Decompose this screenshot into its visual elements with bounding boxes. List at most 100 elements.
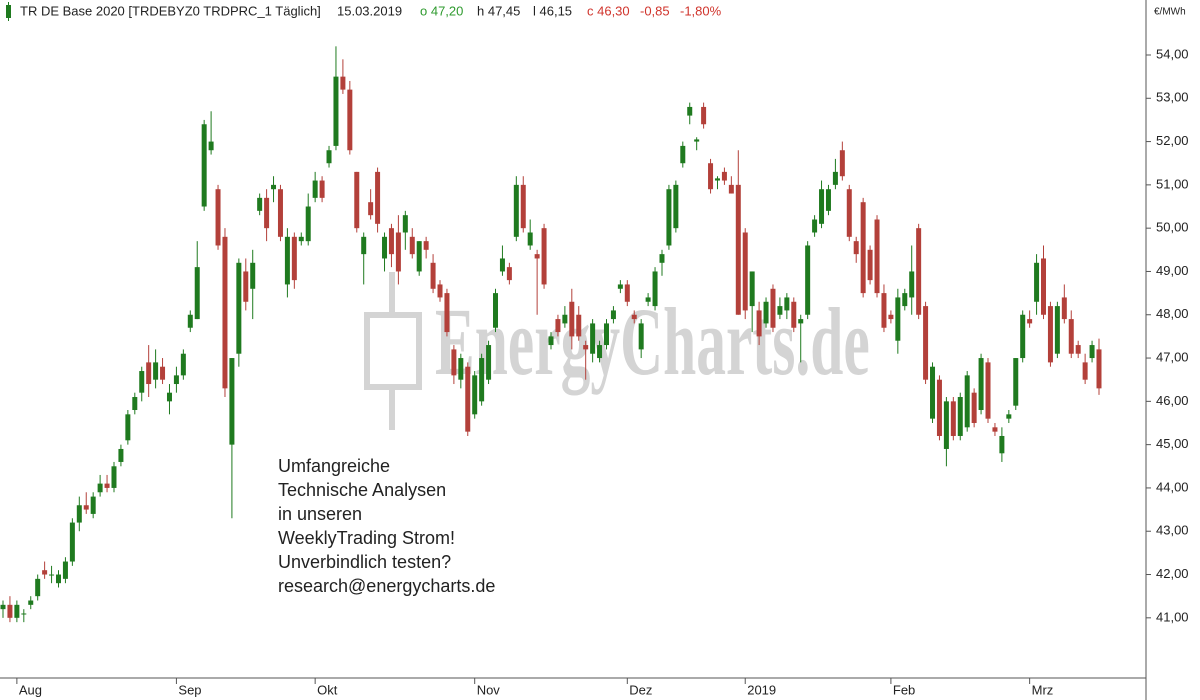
candle-body: [486, 345, 492, 380]
candle-body: [499, 258, 505, 272]
candle-body: [506, 267, 512, 281]
y-tick-label: 50,00: [1156, 220, 1189, 235]
candle-body: [160, 366, 166, 380]
y-tick-label: 49,00: [1156, 263, 1189, 278]
candle-body: [1020, 314, 1026, 359]
candle-body: [35, 578, 41, 597]
candle-body: [888, 314, 894, 320]
candle-body: [215, 189, 221, 246]
y-tick-label: 41,00: [1156, 609, 1189, 624]
candle-body: [541, 228, 547, 285]
candle-body: [166, 392, 172, 402]
candle-body: [97, 483, 103, 493]
candle-body: [49, 574, 55, 576]
candle-body: [652, 271, 658, 307]
candle-body: [895, 297, 901, 341]
candle-body: [701, 106, 707, 125]
candle-body: [513, 184, 519, 237]
candle-body: [222, 236, 228, 389]
candle-body: [950, 401, 956, 436]
candle-body: [777, 306, 783, 315]
candle-body: [943, 401, 949, 449]
candle-body: [791, 301, 797, 328]
candle-body: [444, 293, 450, 333]
x-tick-label: Okt: [317, 682, 338, 697]
candle-body: [555, 319, 561, 333]
watermark-logo: [364, 272, 422, 430]
candle-body: [1006, 414, 1012, 419]
candle-body: [104, 483, 110, 488]
candle-body: [1034, 262, 1040, 302]
candle-body: [638, 323, 644, 350]
candle-body: [714, 178, 720, 181]
candle-body: [69, 522, 75, 562]
annotation-line: Technische Analysen: [278, 480, 446, 500]
quote-open: o 47,20: [420, 3, 463, 18]
candle-body: [645, 297, 651, 302]
quote-close: c 46,30: [587, 3, 630, 18]
candle-body: [819, 189, 825, 224]
candles: [0, 46, 1102, 623]
candle-body: [83, 505, 89, 510]
candle-body: [569, 301, 575, 337]
annotation: Umfangreiche Technische Analysen in unsere…: [278, 456, 495, 596]
candle-body: [930, 366, 936, 419]
y-tick-label: 48,00: [1156, 306, 1189, 321]
candle-body: [694, 139, 700, 142]
candle-body: [28, 600, 34, 605]
candle-body: [312, 180, 318, 198]
candle-body: [784, 297, 790, 311]
annotation-line: research@energycharts.de: [278, 576, 495, 596]
header: TR DE Base 2020 [TRDEBYZ0 TRDPRC_1 Tägli…: [6, 2, 1186, 21]
candle-body: [603, 323, 609, 346]
candle-body: [409, 236, 415, 255]
candle-body: [388, 228, 394, 255]
candle-body: [305, 206, 311, 242]
candle-body: [472, 375, 478, 415]
candle-body: [978, 358, 984, 411]
candle-body: [1047, 306, 1053, 363]
candle-body: [340, 76, 346, 90]
candle-body: [111, 466, 117, 488]
quote-low: l 46,15: [533, 3, 572, 18]
candle-body: [187, 314, 193, 328]
candle-body: [583, 345, 589, 350]
candle-body: [999, 435, 1005, 454]
candle-body: [1061, 297, 1067, 320]
candle-body: [62, 561, 68, 579]
candle-body: [860, 202, 866, 294]
candle-body: [548, 336, 554, 346]
candle-body: [576, 314, 582, 337]
candle-body: [687, 106, 693, 116]
candle-body: [597, 345, 603, 359]
candle-body: [832, 171, 838, 185]
candle-body: [90, 496, 96, 514]
candle-body: [916, 228, 922, 315]
x-tick-label: 2019: [747, 682, 776, 697]
chart-title: TR DE Base 2020 [TRDEBYZ0 TRDPRC_1 Tägli…: [20, 3, 321, 18]
quote-high: h 47,45: [477, 3, 520, 18]
candle-body: [465, 366, 471, 432]
candle-body: [610, 310, 616, 320]
candle-body: [277, 189, 283, 237]
y-tick-label: 47,00: [1156, 349, 1189, 364]
candle-body: [992, 427, 998, 432]
annotation-line: WeeklyTrading Strom!: [278, 528, 455, 548]
candle-body: [902, 293, 908, 307]
candle-body: [361, 236, 367, 255]
candle-body: [812, 219, 818, 233]
candle-body: [208, 141, 214, 151]
candle-body: [1041, 258, 1047, 315]
unit-label: €/MWh: [1154, 7, 1186, 18]
annotation-line: in unseren: [278, 504, 362, 524]
date: 15.03.2019: [337, 3, 402, 18]
candle-body: [194, 267, 200, 320]
candle-body: [846, 189, 852, 237]
candle-body: [326, 150, 332, 164]
candle-body: [125, 414, 131, 441]
candle-body: [375, 171, 381, 224]
candle-body: [728, 184, 734, 194]
y-tick-label: 52,00: [1156, 133, 1189, 148]
candle-body: [1096, 349, 1102, 389]
candle-body: [7, 604, 13, 618]
